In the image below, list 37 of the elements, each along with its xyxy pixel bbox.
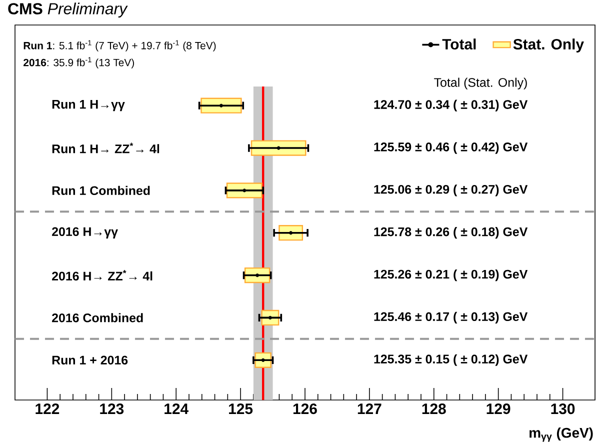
x-tick-label: 129 xyxy=(486,404,510,414)
x-tick-label: 122 xyxy=(36,404,60,414)
x-axis-title: m$_{γγ}$ (GeV) xyxy=(530,428,593,442)
annotation: 125.46 ± 0.17 ( ± 0.13) GeV xyxy=(374,312,528,324)
point xyxy=(268,316,272,320)
point xyxy=(219,104,224,108)
annotation: 125.06 ± 0.29 ( ± 0.27) GeV xyxy=(374,184,528,196)
y-tick-label: Run 1 + 2016 xyxy=(52,356,128,365)
point xyxy=(256,273,260,278)
text: 2016: 35.9 fb$^{-1}$ (13 TeV) xyxy=(24,57,134,68)
y-tick-label: 2016 Combined xyxy=(52,313,143,322)
annotation: 125.26 ± 0.21 ( ± 0.19) GeV xyxy=(374,269,528,282)
annotation: 125.35 ± 0.15 ( ± 0.12) GeV xyxy=(374,354,528,366)
text: Run 1: 5.1 fb$^{-1}$ (7 TeV) + 19.7 fb$^{-1}$ (8 TeV) xyxy=(24,40,216,52)
legend-label: Stat. Only xyxy=(513,38,584,52)
chart-title: CMS Preliminary xyxy=(8,2,128,18)
x-tick-label: 124 xyxy=(164,404,188,414)
annotation: 125.59 ± 0.46 ( ± 0.42) GeV xyxy=(374,142,528,154)
point xyxy=(276,146,280,150)
point xyxy=(261,358,265,362)
x-tick-label: 127 xyxy=(358,404,382,414)
annotation: Total (Stat. Only) xyxy=(434,78,527,90)
y-tick-label: Run 1 H→ ZZ$^{*}$→ 4l xyxy=(52,142,160,154)
y-tick-label: 2016 H→ ZZ$^{*}$→ 4l xyxy=(52,270,152,281)
annotation: 124.70 ± 0.34 ( ± 0.31) GeV xyxy=(374,100,528,112)
y-tick-label: 2016 H→γγ xyxy=(52,227,118,239)
annotation: 125.78 ± 0.26 ( ± 0.18) GeV xyxy=(374,227,528,239)
point xyxy=(242,188,246,192)
x-tick-label: 128 xyxy=(422,404,446,414)
point xyxy=(289,231,293,235)
y-tick-label: Run 1 Combined xyxy=(52,186,150,196)
x-tick-label: 126 xyxy=(293,404,317,414)
x-tick-label: 125 xyxy=(229,404,253,414)
y-tick-label: Run 1 H→γγ xyxy=(52,100,125,112)
x-tick-label: 123 xyxy=(100,404,124,414)
legend-label: Total xyxy=(442,38,476,50)
x-tick-label: 130 xyxy=(551,404,575,414)
